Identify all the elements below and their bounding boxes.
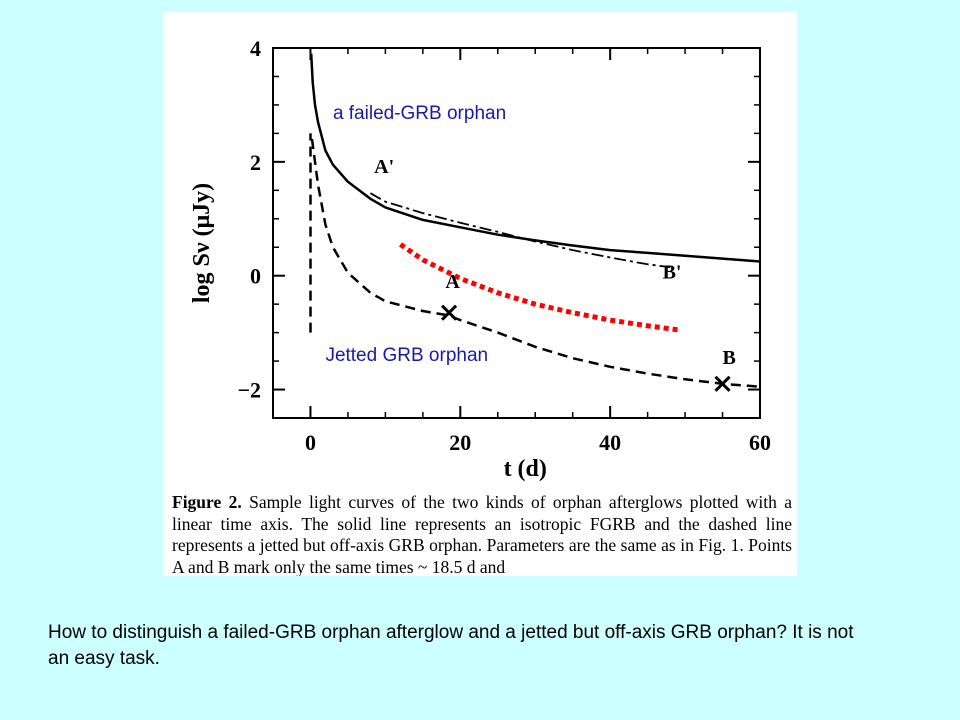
slide-footer-text: How to distinguish a failed-GRB orphan a… [48,622,854,669]
series-solid-line-0 [309,53,761,263]
curve-label: A [445,271,460,293]
y-tick-label: −2 [237,378,261,403]
x-tick-label: 60 [749,430,771,455]
figure-caption-text: Sample light curves of the two kinds of … [172,492,792,576]
curve-label: B [723,347,736,369]
x-marker-b [714,375,731,392]
plot-frame [272,47,761,419]
figure-caption-label: Figure 2. [172,492,242,512]
y-tick-label: 4 [250,36,261,61]
figure-caption: Figure 2. Sample light curves of the two… [172,492,792,576]
series-dotted-line-4 [398,242,678,333]
curve-label: B' [663,262,682,284]
y-tick-label: 0 [250,264,261,289]
y-axis-title: log Sν (μJy) [189,183,215,303]
x-tick-label: 20 [449,430,471,455]
curve-label: A' [374,156,394,178]
x-tick-label: 0 [305,430,316,455]
series-dashed-line-1 [310,138,761,388]
x-axis-title: t (d) [504,456,547,482]
x-marker-a [441,304,458,321]
y-tick-label: 2 [250,150,261,175]
annotation-label: Jetted GRB orphan [325,345,488,366]
x-tick-label: 40 [599,430,621,455]
light-curve-chart: 0 20 40 60 −2 0 2 4 t (d) log Sν (μJy) A' B' A Ba fai… [189,36,771,482]
annotation-label: a failed-GRB orphan [333,103,506,124]
